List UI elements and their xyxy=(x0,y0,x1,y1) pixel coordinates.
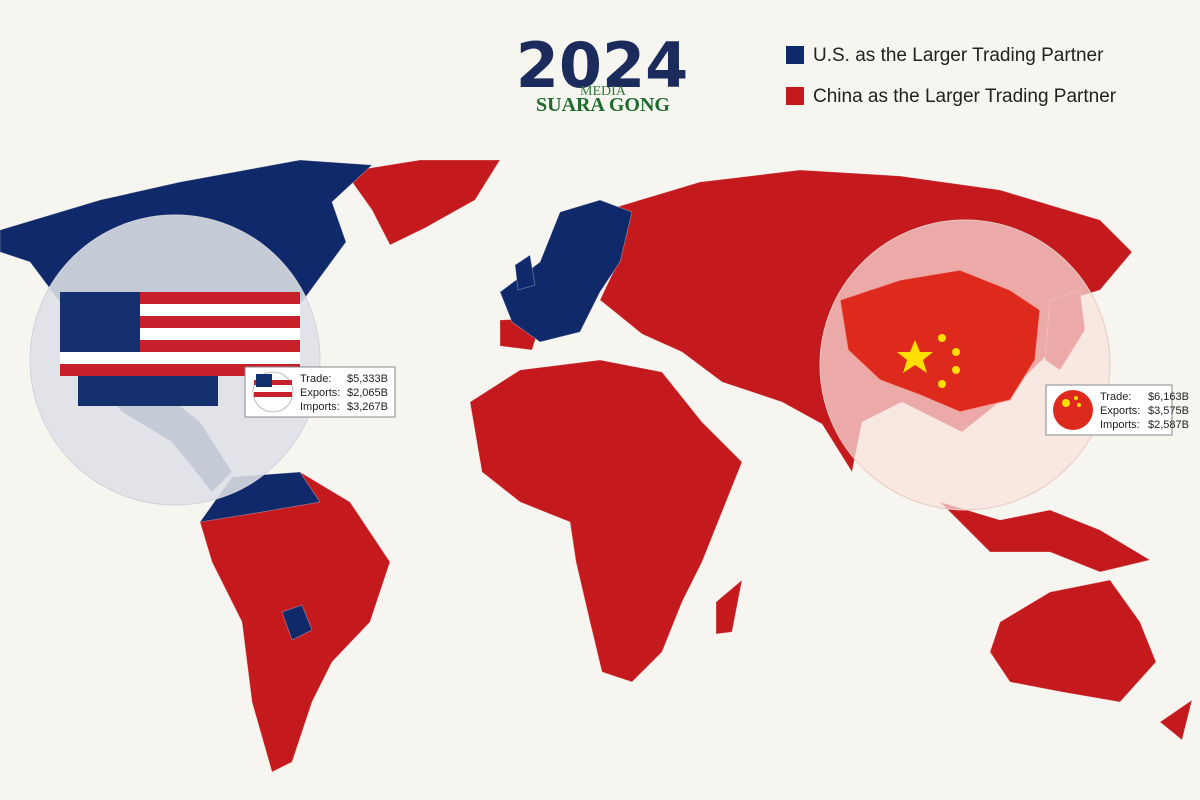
madagascar xyxy=(715,578,743,635)
china-value: $2,587B xyxy=(1148,419,1189,431)
china-star xyxy=(1062,399,1070,407)
europe xyxy=(499,199,633,343)
china-star xyxy=(938,334,946,342)
us-value: $5,333B xyxy=(347,373,388,385)
china-star xyxy=(938,380,946,388)
us-flag-shape xyxy=(60,292,300,406)
china-star xyxy=(952,366,960,374)
southeast-asia-islands xyxy=(939,501,1152,573)
us-label: Exports: xyxy=(300,387,340,399)
flag-stripe xyxy=(254,392,292,397)
paraguay xyxy=(281,604,313,641)
us-value: $2,065B xyxy=(347,387,388,399)
china-flag-icon xyxy=(1053,390,1093,430)
legend-label: U.S. as the Larger Trading Partner xyxy=(813,45,1104,66)
china-label: Trade: xyxy=(1100,391,1131,403)
china-star xyxy=(952,348,960,356)
mexico xyxy=(78,376,218,406)
china-star xyxy=(1074,396,1078,400)
stripe xyxy=(60,364,300,376)
title: 2024 xyxy=(516,29,689,102)
legend-label: China as the Larger Trading Partner xyxy=(813,86,1117,107)
china-value: $6,163B xyxy=(1148,391,1189,403)
flag-canton xyxy=(256,374,272,387)
us-value: $3,267B xyxy=(347,401,388,413)
flag-stripe xyxy=(254,380,292,385)
flag-canton xyxy=(60,292,140,352)
legend-swatch xyxy=(786,46,804,64)
new-zealand xyxy=(1159,699,1193,741)
china-label: Imports: xyxy=(1100,419,1140,431)
china-star xyxy=(897,340,933,373)
greenland xyxy=(344,159,501,246)
china-label: Exports: xyxy=(1100,405,1140,417)
uk xyxy=(514,254,536,291)
us-label: Trade: xyxy=(300,373,331,385)
africa xyxy=(469,359,743,683)
legend-swatch xyxy=(786,87,804,105)
us-label: Imports: xyxy=(300,401,340,413)
china-value: $3,575B xyxy=(1148,405,1189,417)
china-star xyxy=(1077,403,1081,407)
australia xyxy=(989,579,1157,703)
watermark: SUARA GONG xyxy=(536,94,670,116)
watermark: MEDIA xyxy=(580,84,627,99)
